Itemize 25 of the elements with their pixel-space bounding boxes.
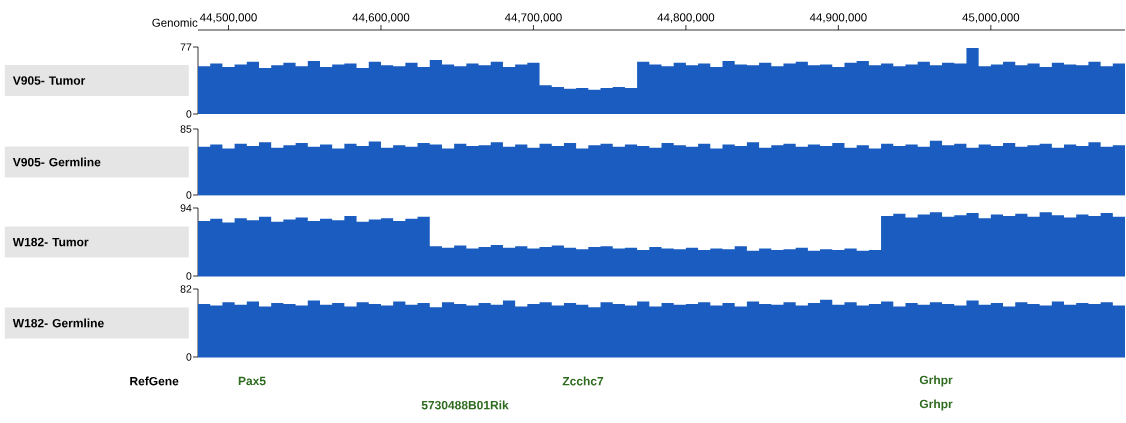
y-axis-title: W182- Germline bbox=[12, 318, 104, 328]
text: 5730488B01Rik bbox=[421, 400, 509, 410]
x-tick-label: 45,000,000 bbox=[962, 13, 1020, 23]
y-axis-title: W182- Tumor bbox=[12, 237, 89, 247]
y-axis-title: V905- Germline bbox=[12, 157, 101, 167]
y-tick-label: 0 bbox=[186, 353, 192, 361]
text: RefGene bbox=[130, 376, 179, 386]
text: Zcchc7 bbox=[562, 376, 604, 386]
x-tick-label: 44,600,000 bbox=[352, 13, 410, 23]
y-tick-label: 77 bbox=[180, 43, 192, 51]
y-tick-label: 0 bbox=[186, 272, 192, 280]
text: Grhpr bbox=[919, 399, 953, 411]
text: Grhpr bbox=[919, 375, 953, 387]
x-axis-title: Genomic bbox=[152, 18, 198, 27]
y-tick-label: 85 bbox=[180, 125, 192, 133]
y-tick-label: 94 bbox=[180, 204, 192, 212]
y-axis-title: V905- Tumor bbox=[12, 76, 86, 85]
y-tick-label: 0 bbox=[186, 191, 192, 199]
text: Pax5 bbox=[238, 376, 266, 386]
x-tick-label: 44,900,000 bbox=[809, 13, 867, 23]
y-tick-label: 0 bbox=[186, 110, 192, 118]
x-tick-label: 44,500,000 bbox=[199, 13, 257, 23]
x-tick-label: 44,700,000 bbox=[504, 13, 562, 23]
y-tick-label: 82 bbox=[180, 285, 192, 293]
x-tick-label: 44,800,000 bbox=[657, 13, 715, 23]
